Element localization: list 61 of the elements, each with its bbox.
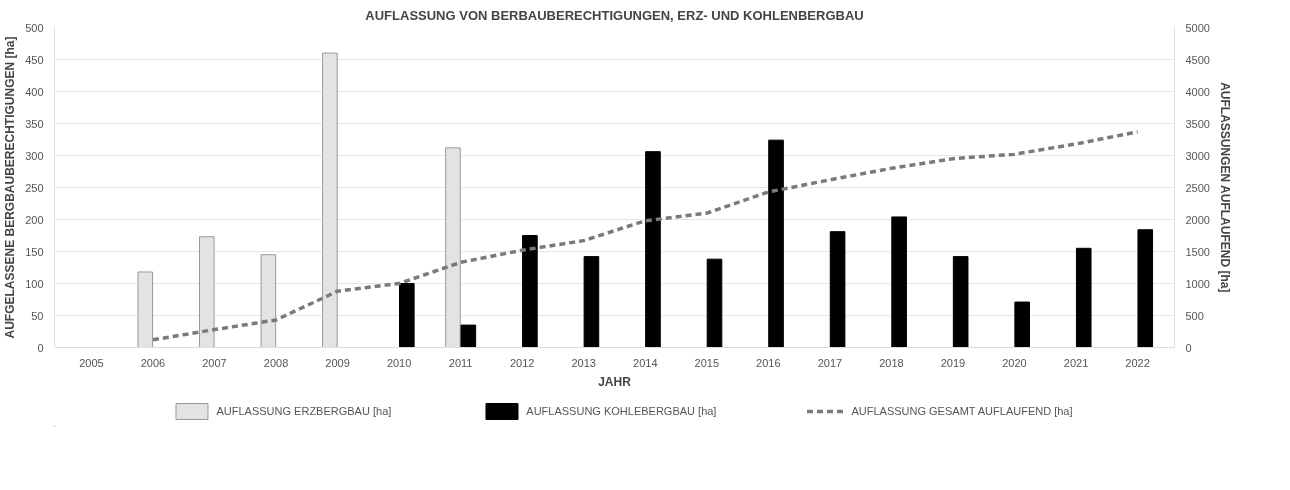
bar xyxy=(829,231,846,348)
x-tick-label: 2009 xyxy=(325,356,350,369)
y-tick-label: 450 xyxy=(25,53,44,66)
y2-tick-label: 4500 xyxy=(1185,53,1210,66)
x-tick-label: 2018 xyxy=(879,356,904,369)
y-tick-label: 0 xyxy=(37,341,44,354)
x-tick-label: 2021 xyxy=(1063,356,1089,369)
x-tick-label: 2020 xyxy=(1002,356,1027,369)
x-tick-label: 2017 xyxy=(817,356,843,369)
x-axis-title: JAHR xyxy=(598,374,632,389)
legend-label: AUFLASSUNG KOHLEBERGBAU [ha] xyxy=(526,405,717,417)
x-tick-label: 2007 xyxy=(202,356,227,369)
y2-tick-label: 0 xyxy=(1185,341,1192,354)
bar xyxy=(706,258,723,348)
y2-tick-label: 2500 xyxy=(1185,181,1210,194)
y-tick-label: 300 xyxy=(25,149,44,162)
y-tick-label: 250 xyxy=(25,181,44,194)
y2-tick-label: 5000 xyxy=(1185,21,1210,34)
x-tick-label: 2010 xyxy=(386,356,412,369)
x-tick-label: 2005 xyxy=(79,356,104,369)
y-tick-label: 200 xyxy=(25,213,44,226)
x-tick-label: 2008 xyxy=(263,356,289,369)
bar xyxy=(583,256,600,348)
x-tick-label: 2012 xyxy=(509,356,535,369)
bar xyxy=(1075,247,1092,348)
y-tick-label: 500 xyxy=(25,21,44,34)
y2-tick-label: 2000 xyxy=(1185,213,1210,226)
y2-tick-label: 3500 xyxy=(1185,117,1210,130)
x-tick-label: 2014 xyxy=(633,356,658,369)
x-tick-label: 2022 xyxy=(1125,356,1150,369)
bar xyxy=(891,216,907,348)
bar xyxy=(522,235,538,348)
x-tick-label: 2015 xyxy=(694,356,720,369)
bar xyxy=(952,256,969,348)
bar xyxy=(460,324,477,348)
bar xyxy=(768,139,784,348)
legend-label: AUFLASSUNG GESAMT AUFLAUFEND [ha] xyxy=(851,405,1073,417)
y-tick-label: 400 xyxy=(25,85,44,98)
x-tick-label: 2016 xyxy=(756,356,781,369)
y-tick-label: 150 xyxy=(25,245,44,258)
x-tick-label: 2006 xyxy=(140,356,166,369)
x-tick-label: 2011 xyxy=(448,356,473,369)
y-axis-title: AUFGELASSENE BERGBAUBERECHTIGUNGEN [ha] xyxy=(3,36,18,339)
bar xyxy=(645,151,661,348)
bar xyxy=(399,283,415,348)
chart-title: AUFLASSUNG VON BERBAUBERECHTIGUNGEN, ERZ- UND KOHLENBERGBAU xyxy=(365,7,864,23)
y-tick-label: 100 xyxy=(25,277,44,290)
y2-axis-title: AUFLASSUNGEN AUFLAUFEND [ha] xyxy=(1217,82,1232,293)
bar xyxy=(1014,301,1030,348)
legend-label: AUFLASSUNG ERZBERGBAU [ha] xyxy=(216,405,392,417)
bar xyxy=(1137,229,1154,348)
line-series xyxy=(151,130,1140,342)
y2-tick-label: 1000 xyxy=(1185,277,1210,290)
y2-tick-label: 4000 xyxy=(1185,85,1210,98)
x-tick-label: 2013 xyxy=(571,356,596,369)
y2-tick-label: 500 xyxy=(1185,309,1204,322)
x-tick-label: 2019 xyxy=(940,356,966,369)
y2-tick-label: 1500 xyxy=(1185,245,1210,258)
y2-tick-label: 3000 xyxy=(1185,149,1210,162)
y-tick-label: 50 xyxy=(31,309,44,322)
y-tick-label: 350 xyxy=(25,117,44,130)
